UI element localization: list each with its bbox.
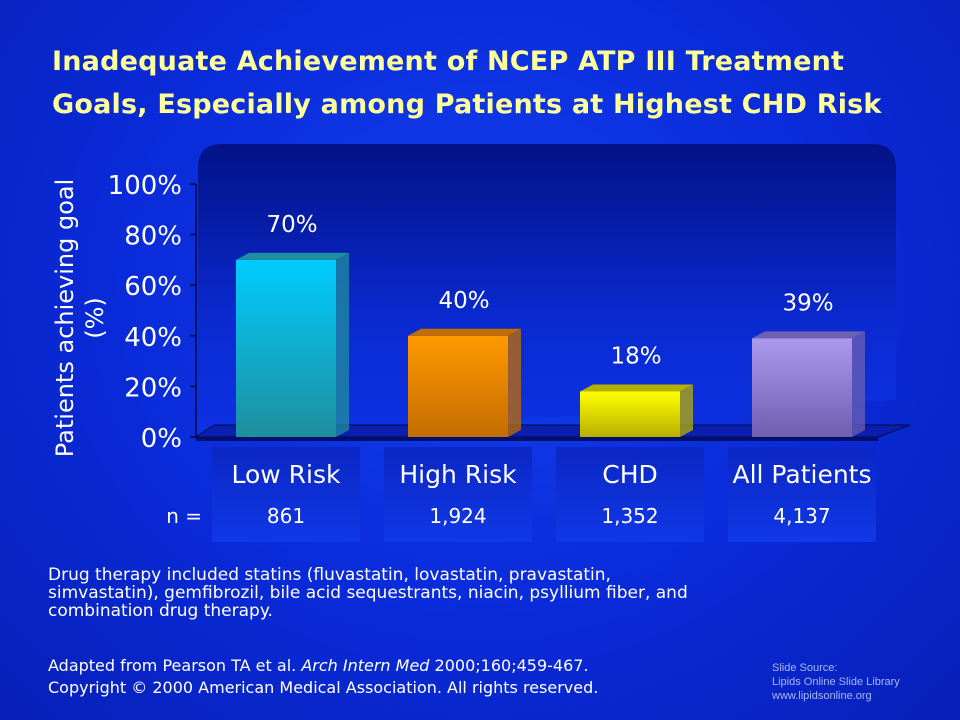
value-label: 70% <box>266 212 317 238</box>
n-value: 4,137 <box>773 504 830 528</box>
footnote-line-3: combination drug therapy. <box>48 601 273 621</box>
title-line-1: Inadequate Achievement of NCEP ATP III T… <box>52 46 845 77</box>
y-tick-label: 40% <box>124 323 182 353</box>
copyright-line: Copyright © 2000 American Medical Associ… <box>48 678 599 697</box>
floor-edge <box>196 437 878 441</box>
plot-panel <box>198 144 896 436</box>
bar <box>236 259 336 437</box>
n-value: 861 <box>267 504 305 528</box>
bar <box>580 391 680 437</box>
value-labels: 70% 40% 18% 39% <box>266 212 833 370</box>
footnote-line-2: simvastatin), gemfibrozil, bile acid seq… <box>48 583 688 603</box>
source-line-2: Lipids Online Slide Library <box>772 676 900 688</box>
category-label: All Patients <box>732 460 871 489</box>
n-value: 1,924 <box>429 504 486 528</box>
y-axis-title-line: Patients achieving goal <box>51 179 79 457</box>
y-tick-label: 100% <box>108 171 182 201</box>
category-label: High Risk <box>399 460 517 489</box>
category-label: CHD <box>602 460 658 489</box>
bar-top <box>752 331 865 339</box>
y-tick-label: 80% <box>124 222 182 252</box>
y-axis: 0% 20% 40% 60% 80% 100% <box>108 171 197 454</box>
source-line-1: Slide Source: <box>772 662 838 674</box>
y-tick-label: 60% <box>124 272 182 302</box>
value-label: 18% <box>610 343 661 369</box>
bar-side <box>680 384 693 437</box>
bar-side <box>336 252 349 437</box>
category-band <box>556 447 704 542</box>
category-label-bands <box>212 447 876 542</box>
citation-line: Adapted from Pearson TA et al. Arch Inte… <box>48 655 748 677</box>
category-band <box>212 447 360 542</box>
bar-chart: 0% 20% 40% 60% 80% 100% 70% 40% 18% 39% Low Risk… <box>51 144 911 542</box>
bar-top <box>580 384 693 392</box>
y-axis-title-line: (%) <box>81 297 109 339</box>
y-tick-label: 0% <box>141 424 182 454</box>
bars <box>236 252 865 437</box>
chart-floor <box>194 424 911 441</box>
citation-suffix: 2000;160;459-467. <box>429 656 589 675</box>
footnote: Drug therapy included statins (fluvastat… <box>48 566 908 620</box>
y-axis-title: Patients achieving goal (%) <box>51 179 109 457</box>
slide-title: Inadequate Achievement of NCEP ATP III T… <box>52 40 932 126</box>
title-line-2: Goals, Especially among Patients at High… <box>52 89 882 120</box>
category-band <box>728 447 876 542</box>
n-label: n = <box>166 504 202 528</box>
source-line-3: www.lipidsonline.org <box>772 690 872 702</box>
category-labels: Low Risk High Risk CHD All Patients <box>232 460 872 489</box>
bar-top <box>408 328 521 336</box>
category-label: Low Risk <box>232 460 342 489</box>
value-label: 39% <box>782 290 833 316</box>
n-value: 1,352 <box>601 504 658 528</box>
citation-prefix: Adapted from Pearson TA et al. <box>48 656 302 675</box>
bar-side <box>852 331 865 437</box>
value-label: 40% <box>438 288 489 314</box>
slide-source: Slide Source: Lipids Online Slide Librar… <box>772 661 952 703</box>
citation: Adapted from Pearson TA et al. Arch Inte… <box>48 655 748 699</box>
bar-side <box>508 328 521 437</box>
category-band <box>384 447 532 542</box>
bar <box>752 338 852 437</box>
citation-journal: Arch Intern Med <box>301 656 430 675</box>
sample-size-labels: n = 861 1,924 1,352 4,137 <box>166 504 830 528</box>
bar-top <box>236 252 349 260</box>
y-tick-label: 20% <box>124 373 182 403</box>
footnote-line-1: Drug therapy included statins (fluvastat… <box>48 565 611 585</box>
bar <box>408 335 508 437</box>
